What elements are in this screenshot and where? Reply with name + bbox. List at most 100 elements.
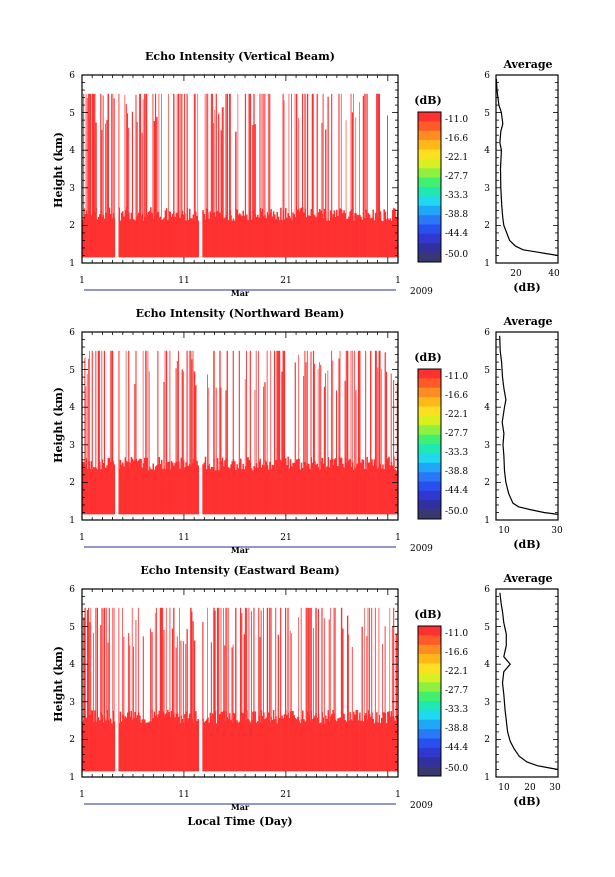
echo-column [382,464,384,515]
echo-column [248,209,251,258]
echo-column [191,218,193,258]
echo-column [355,710,357,772]
echo-streak [112,93,114,216]
echo-streak [91,350,93,472]
echo-streak [238,350,240,465]
echo-column [119,459,122,515]
echo-streak [244,93,247,223]
echo-column [126,212,129,258]
echo-column [240,458,242,515]
echo-streak [276,350,278,464]
echo-column [277,466,280,515]
vertical-beam-colorbar [418,112,441,263]
echo-column [202,464,204,515]
echo-column [216,210,219,258]
echo-column [388,456,390,515]
echo-column [357,214,360,258]
echo-column [275,459,277,515]
y-tick-label: 4 [69,660,75,670]
echo-column [292,711,294,772]
echo-column [257,467,259,515]
echo-column [103,717,106,772]
echo-streak [231,647,233,725]
echo-streak [215,93,217,214]
echo-streak [142,636,144,721]
y-tick-label: 6 [484,71,490,81]
echo-column [135,717,137,772]
echo-column [151,710,153,772]
echo-column [219,462,221,515]
echo-column [359,469,361,515]
echo-column [348,720,350,772]
echo-column [303,719,305,772]
echo-streak [192,621,194,725]
echo-column [361,721,364,772]
echo-streak [139,93,141,219]
echo-column [376,468,378,515]
echo-column [214,711,216,772]
echo-column [265,218,268,258]
colorbar-segment [418,672,441,683]
echo-streak [105,123,106,215]
echo-column [286,714,288,772]
average-xlabel: (dB) [513,538,540,551]
echo-streak [353,93,354,223]
echo-column [238,213,241,258]
echo-column [360,216,362,258]
echo-streak [331,350,333,461]
echo-column [195,211,197,258]
echo-column [176,713,179,772]
northward-beam-y-ticks: 1 2 3 4 5 6 [69,328,75,526]
echo-streak [374,350,377,460]
echo-column [152,718,155,772]
echo-column [300,207,303,258]
echo-column [298,211,300,258]
echo-column [359,712,361,772]
echo-streak [249,350,251,465]
echo-column [333,459,336,515]
echo-column [205,469,208,515]
echo-column [305,721,308,772]
echo-streak [346,615,349,726]
echo-column [187,219,190,258]
echo-column [306,711,309,772]
echo-column [210,212,213,258]
echo-column [278,717,281,772]
colorbar-unit: (dB) [414,608,441,621]
echo-column [288,215,291,258]
echo-column [188,464,191,515]
echo-column [119,711,122,772]
echo-column [254,214,257,258]
month-label: Mar [231,545,250,555]
echo-streak [135,94,137,221]
colorbar-segment [418,729,441,739]
echo-column [276,461,278,515]
echo-column [284,458,287,515]
echo-column [91,469,94,515]
echo-column [317,714,320,772]
echo-column [342,213,344,258]
echo-streak [391,626,393,719]
echo-streak [226,350,228,470]
colorbar-segment [418,378,441,389]
colorbar-tick-label: -16.6 [445,648,468,658]
echo-streak [269,93,271,216]
echo-streak [384,352,386,466]
echo-column [184,213,186,258]
northward-beam-title: Echo Intensity (Northward Beam) [136,307,345,320]
echo-streak [376,350,377,471]
echo-column [342,713,344,772]
echo-column [354,467,356,515]
echo-streak [331,93,333,220]
echo-column [156,717,158,772]
echo-streak [154,93,157,216]
echo-column [301,207,304,258]
colorbar-tick-label: -50.0 [445,764,468,774]
echo-streak [323,618,325,726]
x-tick-label: 1 [79,790,85,800]
echo-column [181,718,184,772]
echo-column [326,718,328,772]
colorbar-segment [418,369,441,379]
echo-column [372,209,374,258]
echo-column [99,720,101,772]
